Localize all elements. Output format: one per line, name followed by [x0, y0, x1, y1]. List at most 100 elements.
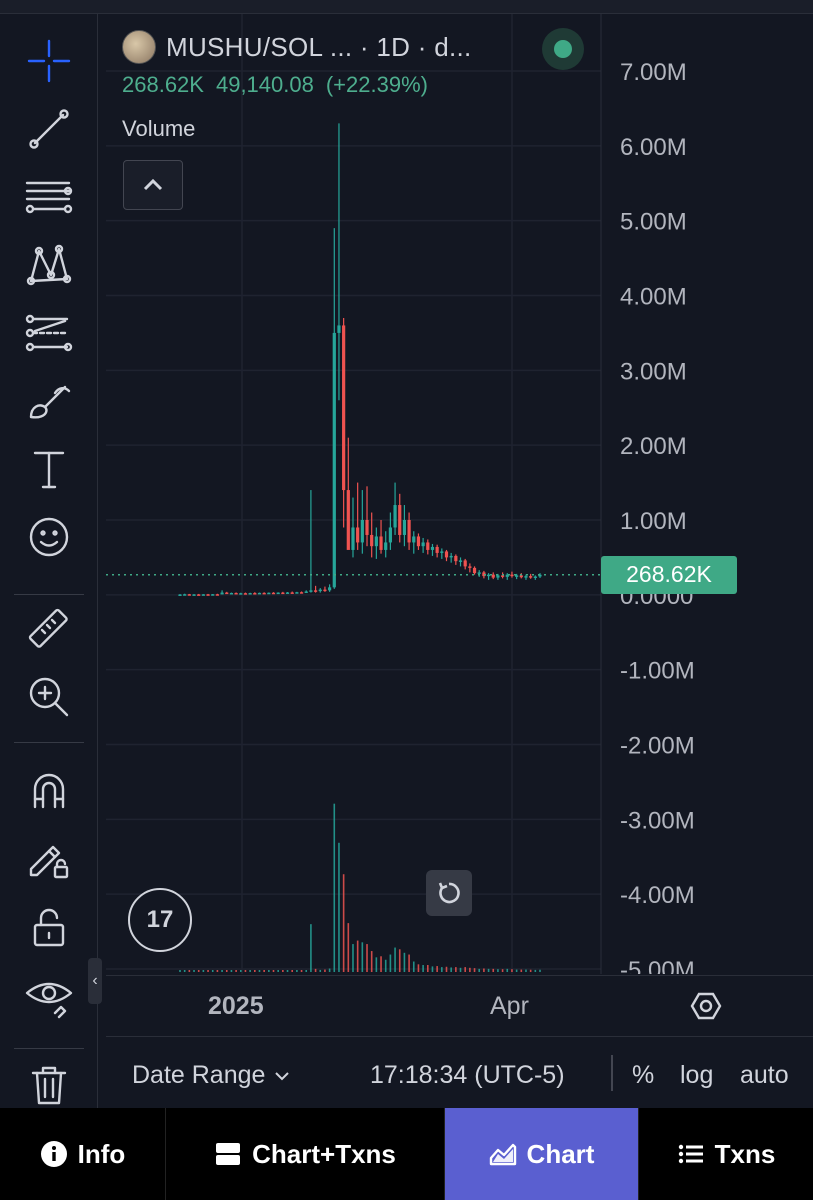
candle-body [342, 325, 346, 491]
legend-collapse-button[interactable] [123, 160, 183, 210]
volume-bar [263, 970, 265, 972]
volume-bar [473, 968, 476, 972]
fib-retracement-icon[interactable] [24, 172, 74, 222]
token-avatar [122, 30, 156, 64]
volume-bar [403, 952, 406, 972]
crosshair-icon[interactable] [24, 36, 74, 86]
trash-icon[interactable] [24, 1060, 74, 1110]
tab-chart-txns[interactable]: Chart+Txns [166, 1108, 445, 1200]
volume-bar [314, 968, 317, 972]
lock-icon[interactable] [24, 902, 74, 952]
volume-bar [464, 967, 466, 972]
chevron-down-icon [275, 1071, 290, 1080]
tab-chart-txns-label: Chart+Txns [252, 1138, 396, 1169]
candle-body [524, 576, 528, 578]
candle-body [281, 592, 285, 595]
zoom-in-icon[interactable] [24, 672, 74, 722]
time-tick-label: Apr [490, 992, 529, 1020]
candle-body [365, 520, 369, 535]
volume-bar [455, 967, 457, 972]
volume-bar [525, 969, 527, 972]
volume-bar [296, 970, 298, 972]
candle-body [529, 576, 533, 578]
candle-body [356, 527, 360, 543]
trend-line-icon[interactable] [24, 104, 74, 154]
candle-body [515, 575, 519, 577]
price-chart[interactable]: 7.00M6.00M5.00M4.00M3.00M2.00M1.00M0.000… [106, 14, 813, 974]
tab-chart[interactable]: Chart [445, 1108, 639, 1200]
lock-drawing-icon[interactable] [24, 834, 74, 884]
volume-bar [389, 954, 392, 972]
volume-bar [352, 944, 354, 972]
candle-body [257, 592, 262, 595]
toolbar-collapse-handle[interactable]: ‹ [88, 958, 102, 1004]
candle-body [183, 594, 187, 596]
candle-body [290, 592, 294, 594]
candle-body [309, 590, 313, 592]
market-status[interactable] [542, 28, 584, 70]
volume-bar [319, 969, 322, 972]
date-range-label: Date Range [132, 1061, 266, 1089]
current-price-tag: 268.62K [601, 555, 737, 594]
magnet-icon[interactable] [24, 766, 74, 816]
volume-bar [183, 970, 186, 972]
volume-study-label[interactable]: Volume [122, 116, 196, 141]
symbol-title[interactable]: MUSHU/SOL ... · 1D · d... [166, 31, 472, 62]
volume-bar [235, 970, 237, 972]
brush-icon[interactable] [24, 376, 74, 426]
volume-bar [333, 803, 336, 972]
candle-body [538, 574, 542, 577]
chart-settings-button[interactable] [690, 990, 722, 1022]
volume-bar [254, 970, 256, 972]
log-scale-toggle[interactable]: log [680, 1061, 714, 1089]
candle-body [486, 574, 491, 577]
candle-body [398, 505, 402, 535]
split-layout-icon [214, 1140, 242, 1168]
reset-chart-button[interactable] [426, 870, 472, 916]
candle-body [239, 593, 243, 595]
candle-body [323, 589, 327, 592]
volume-bar [207, 970, 209, 972]
chevron-up-icon [143, 178, 163, 191]
prediction-icon[interactable] [24, 308, 74, 358]
emoji-icon[interactable] [24, 512, 74, 562]
candle-body [510, 574, 514, 577]
volume-bar [469, 967, 471, 972]
volume-bar [225, 970, 228, 972]
volume-bar [539, 969, 541, 972]
candle-body [496, 575, 500, 578]
tab-info[interactable]: Info [0, 1108, 166, 1200]
percent-scale-toggle[interactable]: % [632, 1061, 655, 1089]
pattern-icon[interactable] [24, 240, 74, 290]
ruler-icon[interactable] [24, 604, 74, 654]
candle-body [192, 594, 196, 596]
volume-bar [384, 959, 387, 972]
candle-body [491, 574, 495, 578]
tab-txns[interactable]: Txns [639, 1108, 813, 1200]
eye-icon[interactable] [24, 970, 74, 1020]
candle-body [402, 520, 407, 535]
date-range-dropdown[interactable]: Date Range [132, 1061, 291, 1090]
candle-body [388, 527, 392, 543]
candle-body [533, 576, 537, 578]
volume-bar [515, 969, 518, 972]
control-divider [611, 1055, 613, 1091]
legend-change: 49,140.08 [215, 72, 314, 97]
candle-body [505, 574, 509, 577]
timezone-clock[interactable]: 17:18:34 (UTC-5) [370, 1061, 565, 1089]
candle-body [370, 534, 374, 547]
candle-body [304, 591, 308, 593]
chart-pane[interactable]: 7.00M 6.00M 5.00M 4.00M 3.00M 2.00M 1.00M 0.000… [106, 14, 813, 974]
auto-scale-toggle[interactable]: auto [740, 1061, 789, 1089]
tradingview-logo[interactable]: 17 [128, 888, 192, 952]
candle-body [468, 566, 472, 568]
text-icon[interactable] [24, 444, 74, 494]
time-axis[interactable]: 2025 Apr [106, 975, 813, 1035]
candle-body [262, 592, 266, 595]
candle-body [379, 536, 383, 550]
volume-bar [342, 874, 345, 972]
candle-body [225, 592, 229, 595]
volume-bar [291, 970, 294, 972]
volume-bar [529, 969, 532, 972]
candle-body [234, 592, 238, 595]
